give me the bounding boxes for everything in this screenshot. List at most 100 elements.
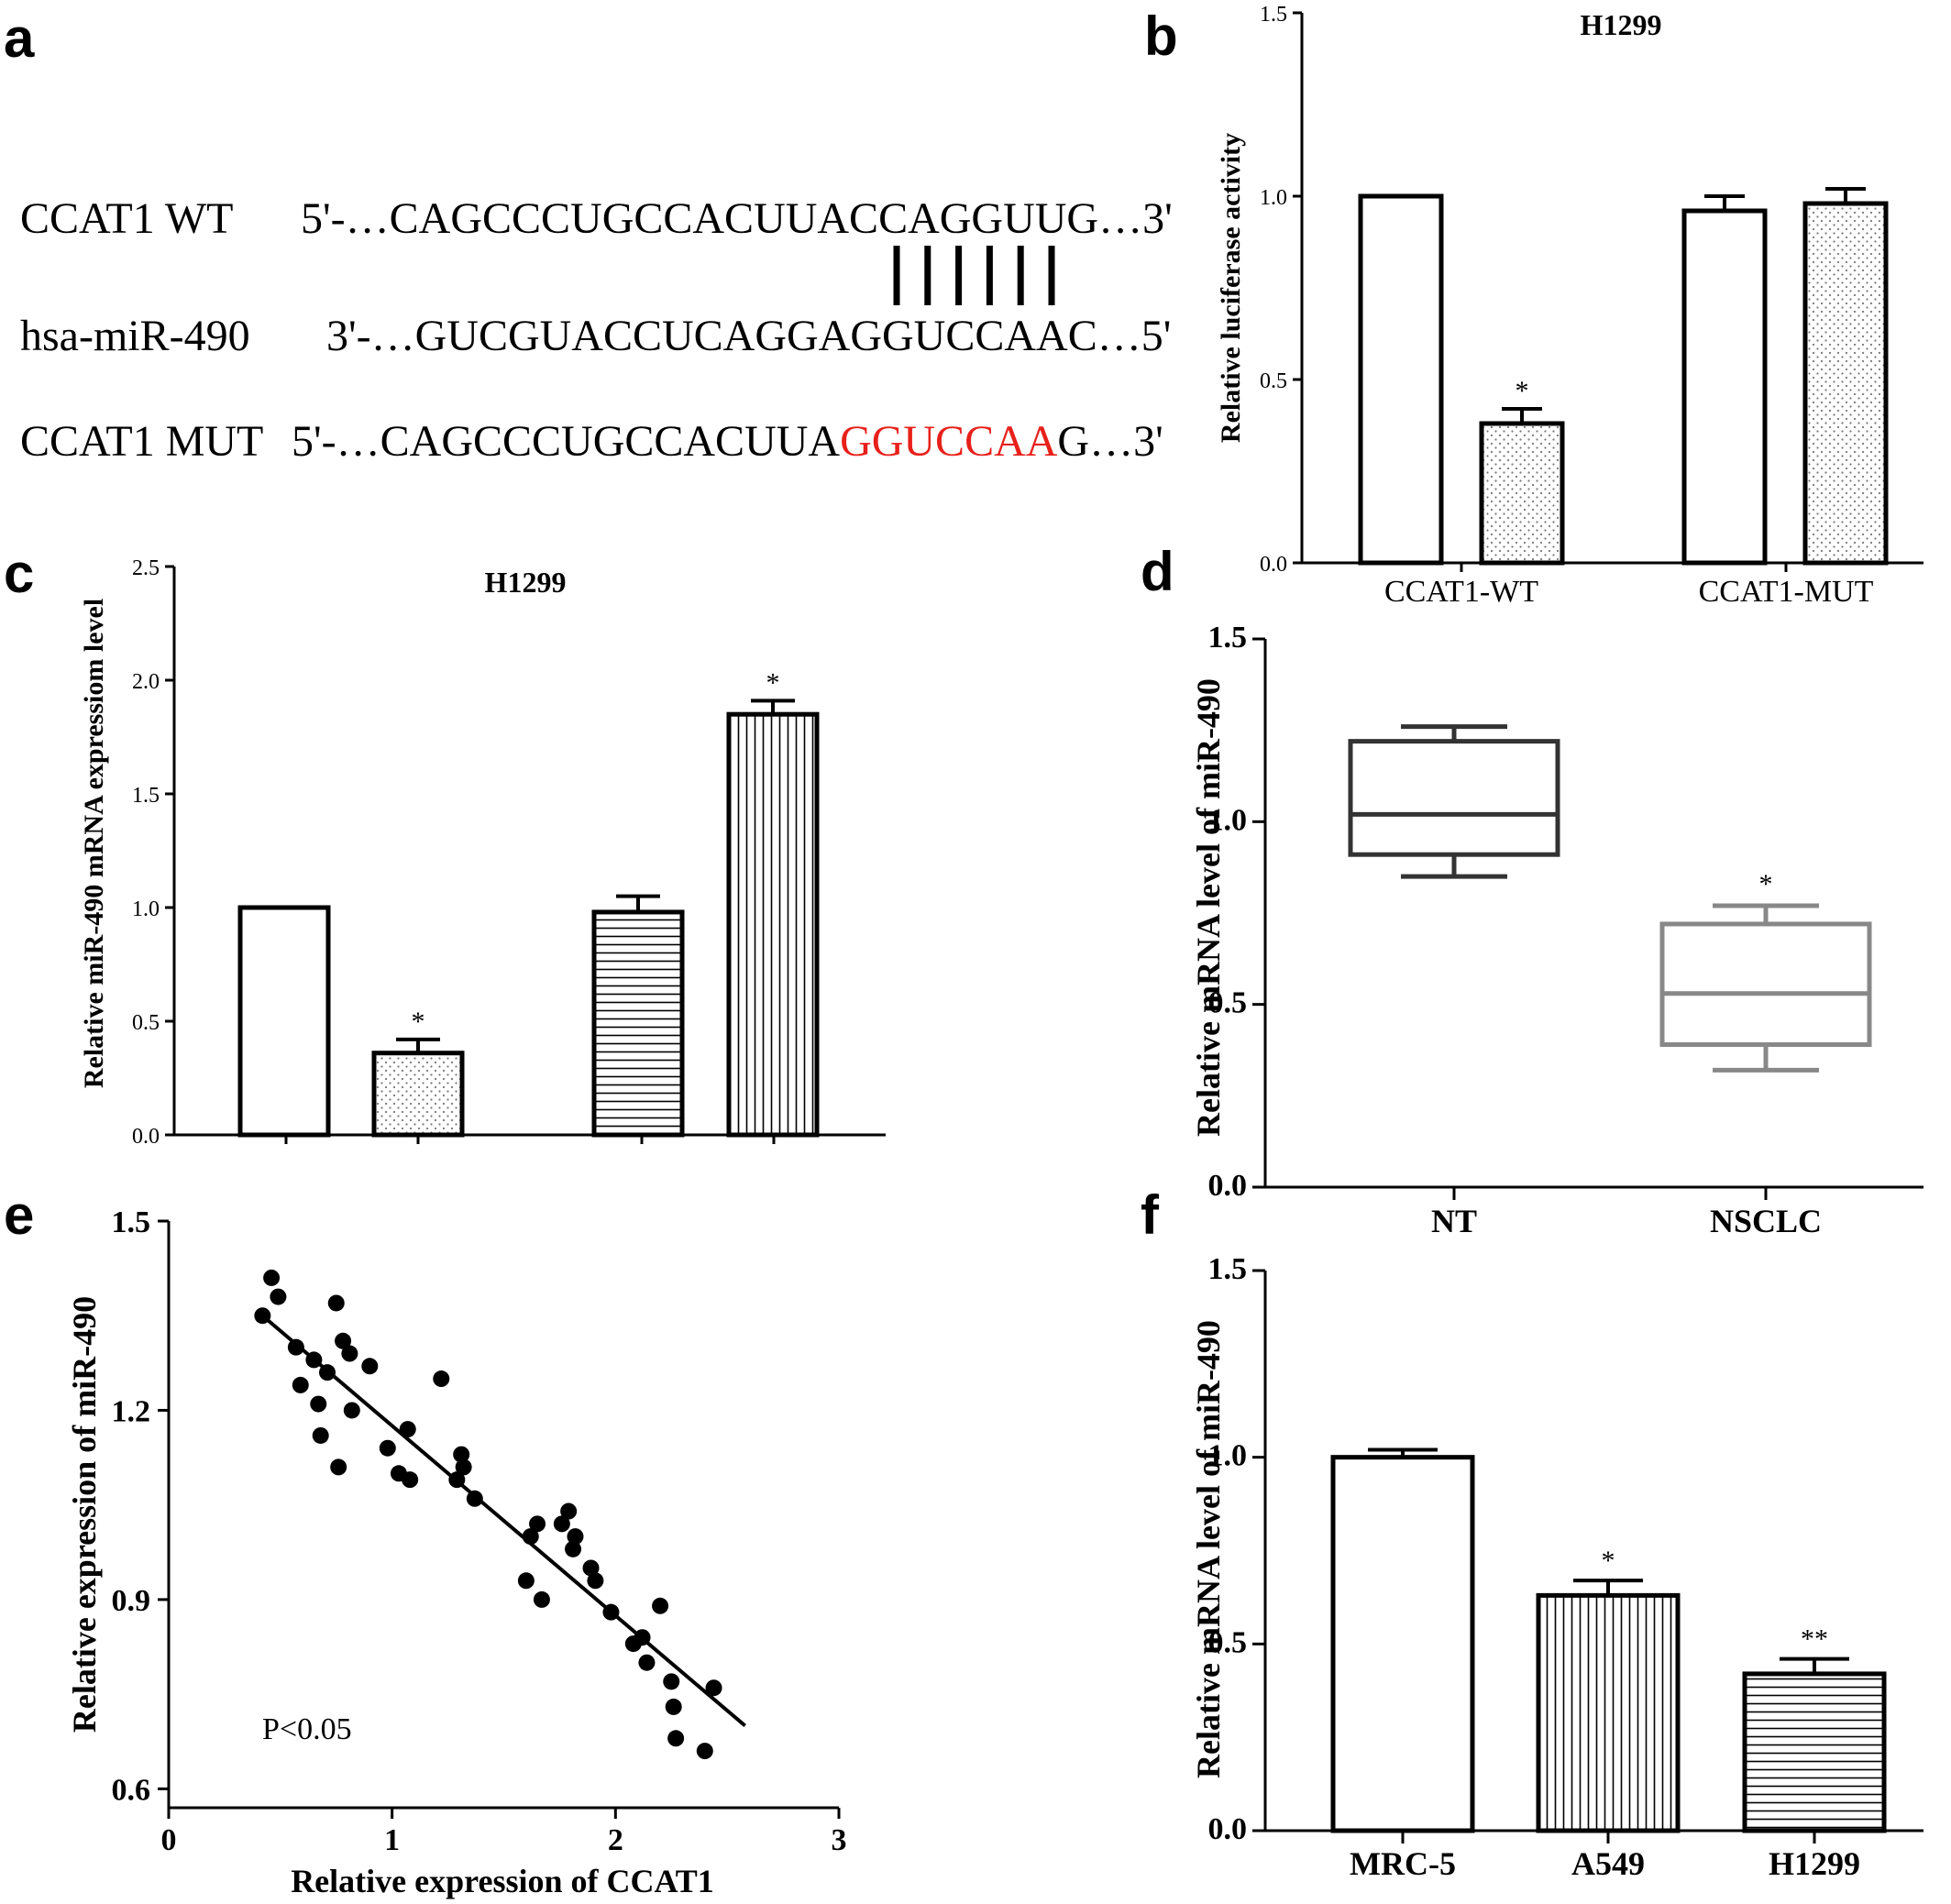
panel-letter-f: f [1141,1184,1160,1246]
scatter-point [305,1351,323,1369]
y-axis-title: Relative expression of miR-490 [66,1296,103,1733]
x-tick-label: 3 [832,1823,847,1857]
bar [1536,1592,1681,1833]
y-tick-label: 1.0 [1260,186,1287,210]
box [1348,739,1560,857]
scatter-point [517,1572,535,1590]
x-category-label: MRC-5 [1350,1845,1456,1882]
scatter-point [379,1439,396,1457]
panel-c-chart: c H1299 0.0 0.5 1.0 1.5 2.0 2.5 * * Relative miR-4… [4,543,886,1149]
y-tick-label: 0.6 [112,1773,151,1807]
mut-seq-suffix: G…3' [1057,417,1163,466]
significance-marker: * [412,1007,425,1037]
scatter-point [270,1288,287,1305]
significance-marker: * [1602,1546,1615,1576]
wt-label: CCAT1 WT [20,194,233,243]
x-category-label: H1299 [1769,1845,1860,1882]
y-tick-label: 1.0 [1208,1439,1248,1473]
scatter-point [466,1490,483,1507]
bar [1742,1671,1887,1833]
mut-sequence: 5'-…CAGCCCUGCCACUUAGGUCCAAG…3' [292,417,1163,466]
bar [371,1051,465,1138]
scatter-point [533,1590,550,1608]
mut-seq-mutated: GGUCCAA [840,417,1058,466]
y-tick-label: 1.5 [1208,1252,1248,1286]
scatter-point [582,1559,600,1577]
y-tick-label: 1.5 [1260,3,1287,27]
p-value-annotation: P<0.05 [262,1712,352,1746]
scatter-point [263,1269,281,1286]
scatter-point [310,1395,327,1413]
y-tick-label: 1.5 [132,784,160,808]
scatter-point [652,1597,669,1614]
bar [1358,193,1444,566]
scatter-point [254,1307,271,1325]
bar [1802,201,1889,566]
x-category-label: NSCLC [1710,1203,1822,1239]
mirna-sequence: 3'-…GUCGUACCUCAGGAGGUCCAAC…5' [326,312,1171,360]
panel-letter-d: d [1141,541,1174,602]
y-tick-label: 1.0 [1208,803,1248,837]
panel-letter-b: b [1144,6,1178,67]
x-category-label: CCAT1-MUT [1699,575,1874,609]
y-tick-label: 0.0 [1260,553,1287,577]
y-axis-title: Relative miR-490 mRNA expressiom level [79,599,109,1088]
x-tick-label: 1 [384,1823,400,1857]
scatter-point [341,1345,358,1362]
y-tick-label: 2.5 [132,556,160,580]
scatter-point [343,1402,360,1419]
scatter-point [663,1673,680,1690]
bar [726,711,820,1138]
scatter-point [402,1471,419,1489]
significance-marker: * [1516,376,1529,406]
scatter-point [335,1332,352,1349]
y-tick-label: 0.0 [1208,1169,1248,1203]
x-category-label: CCAT1-WT [1384,575,1538,609]
scatter-point [529,1515,546,1533]
scatter-point [330,1458,347,1476]
y-axis-title: Relative luciferase activity [1216,133,1246,443]
significance-marker: * [1759,869,1773,899]
x-tick-label: 2 [608,1823,623,1857]
x-category-label: A549 [1571,1845,1645,1882]
scatter-point [361,1358,379,1375]
panel-a-sequence-alignment: a CCAT1 WT 5'-…CAGCCCUGCCACUUACCAGGUUG…3… [4,7,1173,466]
scatter-point [292,1376,309,1393]
scatter-point [665,1698,682,1715]
panel-letter-c: c [4,543,34,604]
scatter-point [319,1364,336,1381]
bar [591,909,685,1138]
y-tick-label: 1.5 [112,1205,151,1239]
panel-letter-e: e [4,1184,34,1246]
scatter-point [399,1421,416,1438]
scatter-point [638,1654,656,1671]
y-tick-label: 0.0 [1208,1812,1248,1846]
mirna-label: hsa-miR-490 [20,312,250,360]
y-tick-label: 1.5 [1208,621,1248,655]
scatter-point [287,1338,304,1356]
scatter-point [560,1502,578,1520]
base-pairing-lines [893,246,1055,305]
y-axis-title: Relative mRNA level of miR-490 [1190,678,1227,1137]
y-tick-label: 1.2 [112,1394,151,1428]
scatter-point [667,1730,685,1747]
scatter-point [602,1603,620,1621]
scatter-point [634,1629,651,1646]
scatter-point [327,1294,345,1312]
scatter-point [522,1528,539,1546]
y-tick-label: 1.0 [132,897,160,921]
scatter-point [567,1528,584,1546]
y-tick-label: 2.0 [132,670,160,694]
panel-d-chart: d 0.0 0.5 1.0 1.5 NT * NSCLC Relative mRNA level… [1141,541,1923,1239]
y-tick-label: 0.0 [132,1125,160,1149]
x-tick-label: 0 [161,1823,177,1857]
scatter-point [705,1679,722,1697]
mut-label: CCAT1 MUT [20,417,263,466]
box [1659,921,1872,1048]
panel-f-chart: f 0.0 0.5 1.0 1.5 MRC-5 * A549 ** H1299 Relative m… [1141,1184,1923,1882]
bar [237,905,331,1138]
y-tick-label: 0.9 [112,1584,151,1618]
y-axis-title: Relative mRNA level of miR-490 [1190,1320,1227,1778]
wt-sequence: 5'-…CAGCCCUGCCACUUACCAGGUUG…3' [301,194,1173,243]
